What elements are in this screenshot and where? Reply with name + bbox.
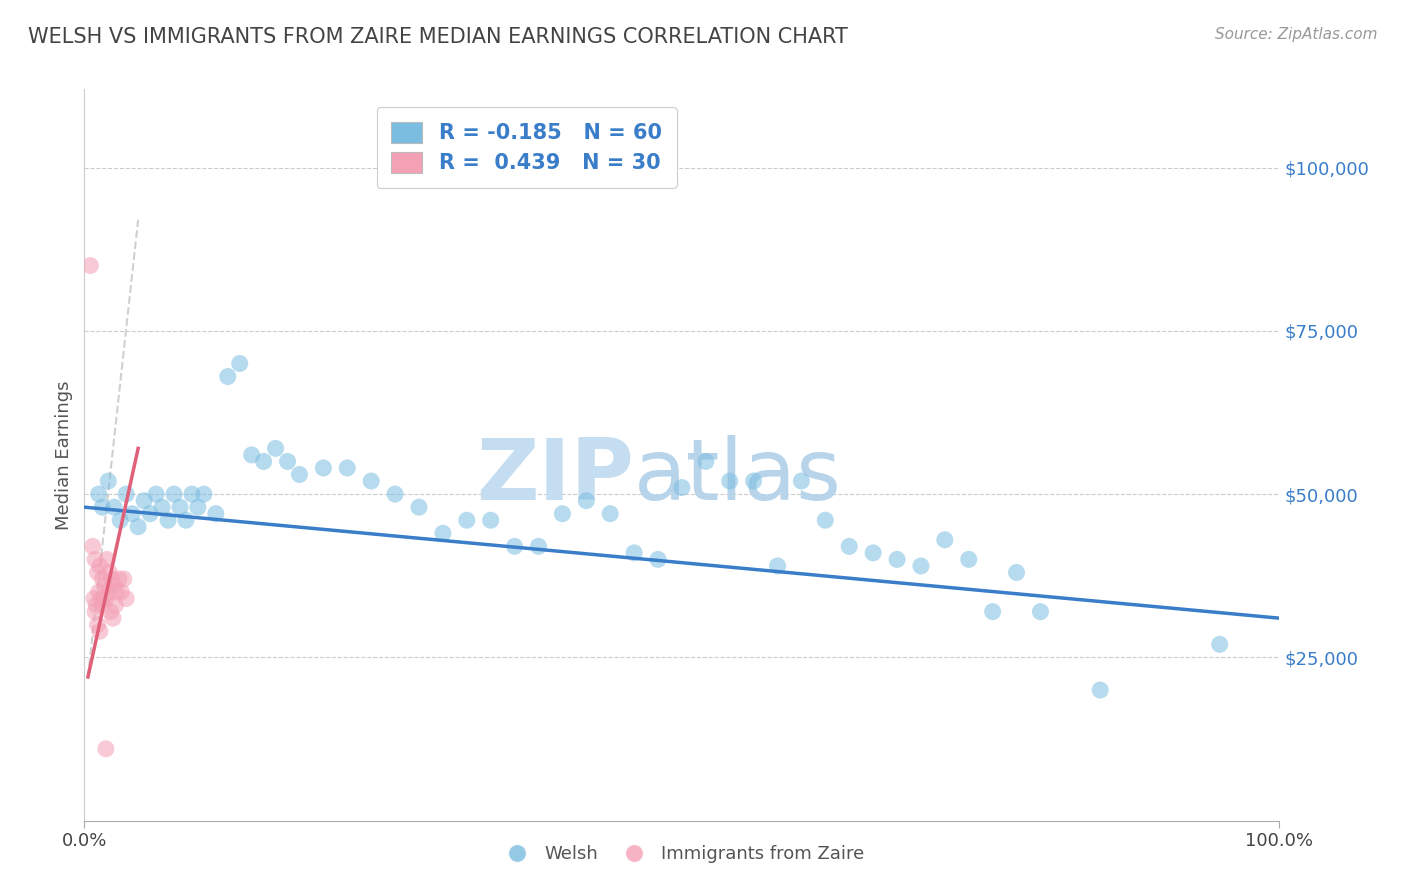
Point [112, 572, 135, 586]
Text: ZIP: ZIP [477, 435, 634, 518]
Point [105, 585, 128, 599]
Point [551, 507, 574, 521]
Point [96, 552, 118, 566]
Point [456, 513, 478, 527]
Point [104, 598, 127, 612]
Point [150, 500, 173, 515]
Point [83, 591, 105, 606]
Point [97, 585, 120, 599]
Point [115, 591, 138, 606]
Point [132, 493, 156, 508]
Point [181, 487, 204, 501]
Point [384, 487, 406, 501]
Y-axis label: Median Earnings: Median Earnings [55, 380, 73, 530]
Point [84, 552, 107, 566]
Text: Source: ZipAtlas.com: Source: ZipAtlas.com [1215, 27, 1378, 42]
Point [599, 507, 621, 521]
Text: atlas: atlas [634, 435, 842, 518]
Point [91, 572, 114, 586]
Point [98, 566, 121, 580]
Point [503, 539, 526, 553]
Point [97, 474, 120, 488]
Point [277, 454, 299, 468]
Point [101, 572, 124, 586]
Point [103, 500, 125, 515]
Point [157, 513, 180, 527]
Point [838, 539, 860, 553]
Point [108, 572, 131, 586]
Point [408, 500, 430, 515]
Point [94, 591, 117, 606]
Point [360, 474, 382, 488]
Point [957, 552, 980, 566]
Point [623, 546, 645, 560]
Point [187, 500, 209, 515]
Point [790, 474, 813, 488]
Point [527, 539, 550, 553]
Point [1209, 637, 1232, 651]
Point [479, 513, 502, 527]
Point [87, 487, 110, 501]
Point [1029, 605, 1052, 619]
Point [100, 605, 122, 619]
Point [89, 624, 111, 639]
Point [103, 578, 125, 592]
Point [193, 487, 215, 501]
Point [205, 507, 228, 521]
Point [288, 467, 311, 482]
Point [934, 533, 956, 547]
Point [886, 552, 908, 566]
Legend: Welsh, Immigrants from Zaire: Welsh, Immigrants from Zaire [492, 838, 872, 870]
Point [814, 513, 837, 527]
Point [89, 558, 111, 573]
Text: WELSH VS IMMIGRANTS FROM ZAIRE MEDIAN EARNINGS CORRELATION CHART: WELSH VS IMMIGRANTS FROM ZAIRE MEDIAN EA… [28, 27, 848, 46]
Point [79, 259, 101, 273]
Point [336, 461, 359, 475]
Point [121, 507, 143, 521]
Point [91, 500, 114, 515]
Point [264, 442, 287, 456]
Point [110, 585, 132, 599]
Point [90, 591, 112, 606]
Point [253, 454, 276, 468]
Point [695, 454, 717, 468]
Point [93, 598, 115, 612]
Point [82, 539, 104, 553]
Point [647, 552, 669, 566]
Point [432, 526, 454, 541]
Point [671, 481, 693, 495]
Point [981, 605, 1004, 619]
Point [742, 474, 765, 488]
Point [217, 369, 239, 384]
Point [240, 448, 263, 462]
Point [139, 507, 162, 521]
Point [84, 605, 107, 619]
Point [1090, 683, 1112, 698]
Point [174, 513, 197, 527]
Point [86, 598, 108, 612]
Point [312, 461, 335, 475]
Point [910, 558, 932, 573]
Point [718, 474, 741, 488]
Point [101, 611, 124, 625]
Point [145, 487, 167, 501]
Point [862, 546, 884, 560]
Point [1005, 566, 1028, 580]
Point [766, 558, 789, 573]
Point [115, 487, 138, 501]
Point [575, 493, 598, 508]
Point [229, 356, 252, 371]
Point [127, 520, 149, 534]
Point [94, 741, 117, 756]
Point [86, 566, 108, 580]
Point [110, 513, 132, 527]
Point [87, 585, 110, 599]
Point [163, 487, 186, 501]
Point [169, 500, 191, 515]
Point [86, 617, 108, 632]
Point [93, 578, 115, 592]
